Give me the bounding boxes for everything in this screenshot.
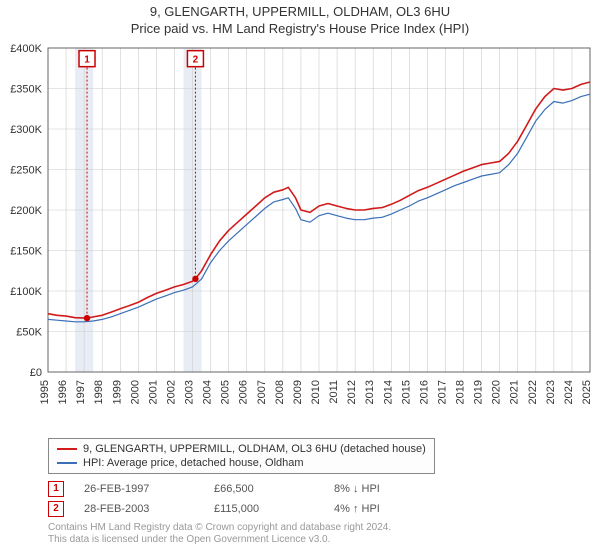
svg-text:2016: 2016	[418, 380, 430, 404]
svg-text:£350K: £350K	[10, 84, 42, 96]
svg-text:1999: 1999	[111, 380, 123, 404]
sale-events: 1 26-FEB-1997 £66,500 8% ↓ HPI 2 28-FEB-…	[48, 480, 434, 520]
legend: 9, GLENGARTH, UPPERMILL, OLDHAM, OL3 6HU…	[48, 438, 435, 474]
svg-text:2024: 2024	[563, 380, 575, 404]
svg-text:1: 1	[84, 55, 90, 66]
root: 9, GLENGARTH, UPPERMILL, OLDHAM, OL3 6HU…	[0, 0, 600, 560]
sale-marker-icon: 1	[48, 481, 64, 497]
svg-text:2011: 2011	[328, 380, 340, 404]
svg-text:2000: 2000	[129, 380, 141, 404]
svg-text:£300K: £300K	[10, 124, 42, 136]
footer-attribution: Contains HM Land Registry data © Crown c…	[48, 522, 391, 546]
legend-row-subject: 9, GLENGARTH, UPPERMILL, OLDHAM, OL3 6HU…	[57, 442, 426, 456]
sale-date: 26-FEB-1997	[84, 480, 194, 498]
sale-date: 28-FEB-2003	[84, 500, 194, 518]
svg-text:2014: 2014	[382, 380, 394, 404]
svg-text:2022: 2022	[527, 380, 539, 404]
svg-text:£50K: £50K	[16, 327, 42, 339]
svg-text:2017: 2017	[436, 380, 448, 404]
svg-text:2012: 2012	[346, 380, 358, 404]
svg-text:2021: 2021	[509, 380, 521, 404]
svg-text:1998: 1998	[93, 380, 105, 404]
svg-text:2: 2	[193, 55, 199, 66]
svg-text:2010: 2010	[310, 380, 322, 404]
sale-price: £115,000	[214, 500, 314, 518]
svg-text:2015: 2015	[400, 380, 412, 404]
legend-row-hpi: HPI: Average price, detached house, Oldh…	[57, 456, 426, 470]
svg-text:1995: 1995	[39, 380, 51, 404]
svg-text:2004: 2004	[202, 380, 214, 404]
chart-area: £0 £50K £100K £150K £200K £250K £300K £350K £400…	[0, 42, 600, 432]
svg-text:2003: 2003	[184, 380, 196, 404]
footer-line2: This data is licensed under the Open Gov…	[48, 534, 391, 546]
legend-swatch-subject	[57, 448, 77, 450]
svg-text:2013: 2013	[364, 380, 376, 404]
footer-line1: Contains HM Land Registry data © Crown c…	[48, 522, 391, 534]
svg-text:£0: £0	[30, 367, 42, 379]
svg-text:£250K: £250K	[10, 165, 42, 177]
svg-text:2020: 2020	[491, 380, 503, 404]
svg-text:£200K: £200K	[10, 205, 42, 217]
chart-titles: 9, GLENGARTH, UPPERMILL, OLDHAM, OL3 6HU…	[0, 0, 600, 36]
svg-text:2001: 2001	[147, 380, 159, 404]
svg-text:2009: 2009	[292, 380, 304, 404]
sale-row: 1 26-FEB-1997 £66,500 8% ↓ HPI	[48, 480, 434, 498]
chart-svg: £0 £50K £100K £150K £200K £250K £300K £350K £400…	[0, 42, 600, 432]
sale-change: 8% ↓ HPI	[334, 480, 434, 498]
sale-change: 4% ↑ HPI	[334, 500, 434, 518]
svg-text:2005: 2005	[220, 380, 232, 404]
svg-text:2023: 2023	[545, 380, 557, 404]
sale-price: £66,500	[214, 480, 314, 498]
legend-label-subject: 9, GLENGARTH, UPPERMILL, OLDHAM, OL3 6HU…	[83, 442, 426, 456]
svg-text:£400K: £400K	[10, 43, 42, 55]
svg-text:2002: 2002	[165, 380, 177, 404]
svg-text:£100K: £100K	[10, 286, 42, 298]
legend-label-hpi: HPI: Average price, detached house, Oldh…	[83, 456, 304, 470]
chart-title-subtitle: Price paid vs. HM Land Registry's House …	[0, 21, 600, 36]
svg-text:1997: 1997	[75, 380, 87, 404]
svg-text:2019: 2019	[473, 380, 485, 404]
sale-marker-icon: 2	[48, 501, 64, 517]
chart-title-address: 9, GLENGARTH, UPPERMILL, OLDHAM, OL3 6HU	[0, 4, 600, 19]
svg-text:1996: 1996	[57, 380, 69, 404]
svg-text:2018: 2018	[455, 380, 467, 404]
svg-text:2006: 2006	[238, 380, 250, 404]
sale-row: 2 28-FEB-2003 £115,000 4% ↑ HPI	[48, 500, 434, 518]
legend-swatch-hpi	[57, 462, 77, 464]
svg-text:2008: 2008	[274, 380, 286, 404]
svg-text:£150K: £150K	[10, 246, 42, 258]
svg-text:2007: 2007	[256, 380, 268, 404]
svg-text:2025: 2025	[581, 380, 593, 404]
